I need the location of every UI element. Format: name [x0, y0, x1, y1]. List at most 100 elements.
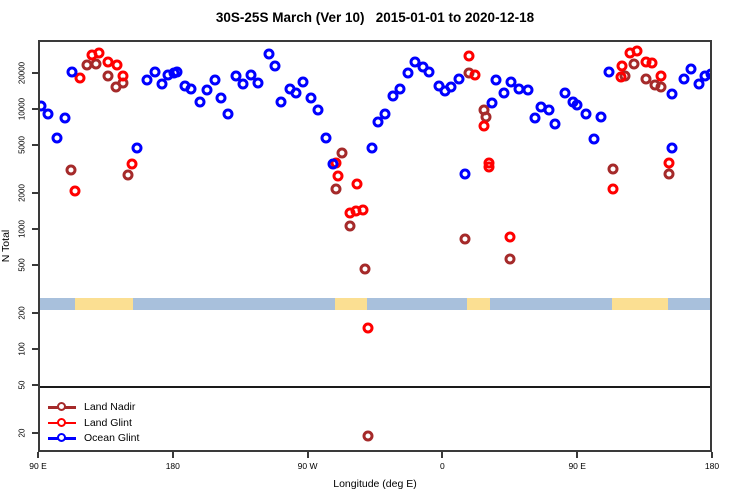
data-point-land-glint [126, 158, 138, 170]
ocean-strip [38, 298, 712, 311]
data-point-ocean-glint [141, 74, 153, 86]
data-point-land-nadir [362, 430, 373, 442]
data-point-ocean-glint [290, 87, 302, 98]
data-point-land-nadir [336, 147, 348, 159]
data-point-land-nadir [330, 183, 342, 195]
data-point-ocean-glint [559, 87, 571, 98]
data-point-ocean-glint [453, 73, 465, 85]
data-point-land-glint [93, 47, 105, 59]
data-point-ocean-glint [505, 76, 517, 88]
data-point-land-nadir [359, 263, 370, 275]
x-tick-label: 90 W [297, 461, 318, 471]
data-point-ocean-glint [387, 90, 399, 102]
data-point-ocean-glint [59, 112, 71, 124]
data-point-land-glint [615, 71, 627, 83]
data-point-land-nadir [102, 70, 114, 82]
legend-row: Land Nadir [48, 400, 135, 414]
x-tick [306, 452, 309, 458]
data-point-ocean-glint [320, 132, 332, 144]
data-point-ocean-glint [209, 74, 221, 86]
data-point-ocean-glint [366, 142, 378, 154]
data-point-ocean-glint [678, 73, 690, 85]
data-point-ocean-glint [171, 66, 183, 78]
data-point-land-nadir [640, 73, 652, 85]
y-tick [32, 264, 38, 267]
y-tick-label: 50 [17, 380, 27, 390]
data-point-ocean-glint [685, 63, 697, 75]
data-point-ocean-glint [312, 104, 324, 116]
data-point-ocean-glint [327, 158, 339, 170]
legend-marker-icon [48, 417, 76, 429]
data-point-ocean-glint [394, 83, 406, 95]
legend-label: Land Glint [84, 416, 132, 429]
data-point-ocean-glint [194, 96, 206, 108]
land-segment [75, 298, 133, 311]
data-point-ocean-glint [486, 97, 498, 109]
y-tick [32, 228, 38, 231]
data-point-ocean-glint [580, 108, 592, 120]
data-point-land-nadir [344, 220, 356, 232]
y-tick [32, 348, 38, 351]
data-point-ocean-glint [445, 81, 457, 93]
legend-row: Ocean Glint [48, 431, 139, 445]
data-point-ocean-glint [215, 92, 227, 104]
data-point-land-nadir [459, 233, 471, 245]
y-tick-label: 200 [17, 306, 27, 320]
data-point-ocean-glint [603, 66, 615, 78]
x-tick-label: 180 [704, 461, 720, 471]
data-point-land-glint [74, 72, 86, 84]
data-point-ocean-glint [372, 116, 384, 128]
y-tick [32, 144, 38, 147]
legend-circle-icon [57, 433, 66, 442]
x-tick-label: 90 E [29, 461, 47, 471]
y-tick [32, 72, 38, 75]
data-point-land-nadir [65, 164, 77, 176]
y-tick-label: 5000 [17, 136, 27, 155]
data-point-ocean-glint [498, 87, 510, 98]
data-point-land-nadir [90, 58, 102, 70]
legend-box-top-line [38, 386, 712, 388]
data-point-ocean-glint [459, 168, 471, 180]
data-point-land-glint [469, 69, 481, 81]
chart-title: 30S-25S March (Ver 10) 2015-01-01 to 202… [215, 10, 535, 25]
y-tick-label: 2000 [17, 184, 27, 203]
x-tick [441, 452, 444, 458]
legend-label: Land Nadir [84, 401, 136, 413]
data-point-ocean-glint [379, 108, 391, 120]
data-point-ocean-glint [297, 76, 309, 88]
data-point-ocean-glint [156, 78, 168, 90]
data-point-ocean-glint [51, 132, 63, 144]
y-tick [32, 312, 38, 315]
y-tick-label: 20000 [17, 62, 27, 85]
y-tick [32, 432, 38, 435]
data-point-land-nadir [122, 169, 134, 181]
data-point-ocean-glint [705, 68, 712, 80]
data-point-land-glint [616, 60, 628, 72]
data-point-land-nadir [607, 163, 619, 175]
data-point-ocean-glint [245, 69, 257, 81]
data-point-ocean-glint [222, 108, 234, 120]
data-point-land-glint [607, 183, 619, 195]
data-point-ocean-glint [201, 84, 213, 96]
y-tick-label: 10000 [17, 98, 27, 121]
data-point-ocean-glint [543, 104, 555, 116]
data-point-ocean-glint [149, 66, 161, 78]
data-point-land-glint [351, 178, 363, 190]
legend-circle-icon [57, 402, 66, 411]
data-point-land-nadir [628, 58, 640, 70]
data-point-ocean-glint [305, 92, 317, 104]
data-point-ocean-glint [131, 142, 143, 154]
data-point-ocean-glint [522, 84, 534, 96]
x-tick [576, 452, 579, 458]
data-point-land-glint [357, 204, 369, 216]
data-point-land-glint [646, 57, 658, 69]
data-point-ocean-glint [588, 133, 600, 145]
x-tick-label: 0 [440, 461, 445, 471]
data-point-ocean-glint [269, 60, 281, 72]
data-point-ocean-glint [490, 74, 502, 86]
data-point-land-glint [362, 322, 373, 334]
data-point-ocean-glint [185, 83, 197, 95]
data-point-ocean-glint [693, 78, 705, 90]
legend-circle-icon [57, 417, 66, 427]
